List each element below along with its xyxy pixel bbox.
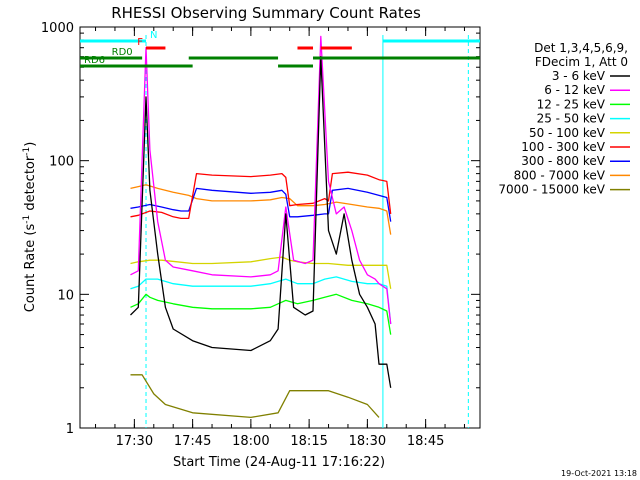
- svg-text:Count Rate (s-1 detector-1): Count Rate (s-1 detector-1): [22, 142, 38, 313]
- ylabel-exp1: -1: [22, 215, 32, 224]
- series-line-800-7000-kev: [130, 184, 392, 235]
- x-axis-label: Start Time (24-Aug-11 17:16:22): [173, 455, 385, 470]
- y-tick-label: 1000: [41, 21, 74, 36]
- flag-label-rd0: RD0: [112, 47, 133, 58]
- flag-label-f: F: [137, 37, 143, 48]
- legend-label: 12 - 25 keV: [537, 97, 606, 111]
- x-tick-label: 18:30: [349, 434, 386, 449]
- legend-label: 300 - 800 keV: [521, 154, 605, 168]
- legend-label: 100 - 300 keV: [521, 140, 605, 154]
- legend-label: 7000 - 15000 keV: [498, 183, 605, 197]
- series-line-3-6-kev: [130, 56, 392, 388]
- legend-label: 3 - 6 keV: [552, 69, 606, 83]
- series-line-300-800-kev: [130, 187, 392, 222]
- legend-label: 25 - 50 keV: [537, 112, 606, 126]
- y-axis-label: Count Rate (s-1 detector-1): [22, 142, 38, 313]
- x-tick-label: 18:15: [290, 434, 327, 449]
- legend-header-line-1: Det 1,3,4,5,6,9,: [534, 41, 628, 55]
- x-tick-label: 18:45: [407, 434, 444, 449]
- plot-frame: [79, 26, 481, 429]
- flag-label-n: N: [150, 30, 157, 41]
- plot-area: 1 10 100 1000 17:30 17:45 18:00 18:15 18:30 18:45…: [41, 21, 481, 449]
- legend-label: 50 - 100 keV: [529, 126, 606, 140]
- series-line-6-12-kev: [130, 35, 392, 325]
- series-line-7000-15000-kev: [130, 374, 380, 419]
- ylabel-main: Count Rate (s: [23, 224, 38, 313]
- legend-label: 800 - 7000 keV: [514, 168, 606, 182]
- ylabel-mid: detector: [23, 155, 38, 215]
- y-tick-label: 10: [57, 288, 74, 303]
- series-line-50-100-kev: [130, 256, 392, 289]
- legend-label: 6 - 12 keV: [544, 83, 606, 97]
- ylabel-close: ): [23, 142, 38, 147]
- x-tick-label: 18:00: [232, 434, 269, 449]
- x-tick-label: 17:30: [116, 434, 153, 449]
- ylabel-exp2: -1: [22, 147, 32, 156]
- y-tick-label: 1: [66, 422, 74, 437]
- flag-label-rd6: RD6: [84, 55, 105, 66]
- y-tick-label: 100: [49, 155, 74, 170]
- legend-header-line-2: FDecim 1, Att 0: [535, 55, 628, 69]
- series-line-100-300-kev: [130, 171, 392, 220]
- x-tick-label: 17:45: [174, 434, 211, 449]
- series-line-12-25-kev: [130, 293, 392, 335]
- chart-title: RHESSI Observing Summary Count Rates: [111, 4, 421, 22]
- footer-timestamp: 19-Oct-2021 13:18: [561, 469, 637, 478]
